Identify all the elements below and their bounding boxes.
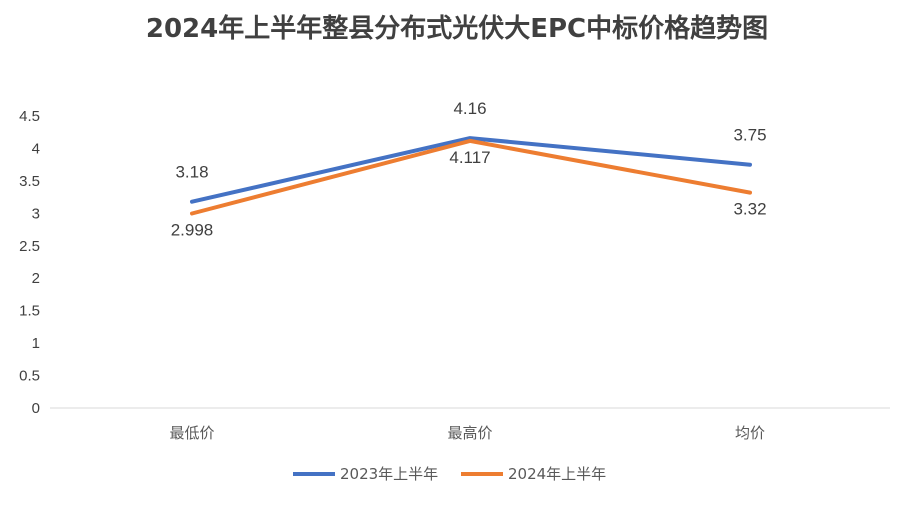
data-labels: 3.18 4.16 3.75 2.998 4.117 3.32 (171, 99, 767, 239)
data-label-series-0-0: 3.18 (175, 163, 208, 182)
x-category-label-0: 最低价 (169, 424, 214, 442)
y-tick-label-3: 1.5 (19, 303, 40, 320)
legend: 2023年上半年 2024年上半年 (293, 465, 606, 483)
data-label-series-0-2: 3.75 (733, 126, 766, 145)
data-label-series-0-1: 4.16 (453, 99, 486, 118)
y-tick-label-0: 0 (32, 400, 40, 417)
legend-label-1: 2024年上半年 (508, 465, 606, 483)
data-label-series-1-1: 4.117 (449, 148, 490, 167)
y-tick-label-7: 3.5 (19, 173, 40, 190)
x-axis-categories: 最低价 最高价 均价 (169, 424, 765, 442)
y-tick-label-8: 4 (32, 140, 40, 157)
y-axis-ticks: 0 0.5 1 1.5 2 2.5 3 3.5 4 4.5 (19, 108, 40, 417)
x-category-label-2: 均价 (735, 424, 765, 442)
data-label-series-1-2: 3.32 (733, 200, 766, 219)
y-tick-label-4: 2 (32, 270, 40, 287)
data-label-series-1-0: 2.998 (171, 220, 214, 239)
series-lines (190, 136, 752, 216)
y-tick-label-5: 2.5 (19, 238, 40, 255)
y-tick-label-6: 3 (32, 205, 40, 222)
y-tick-label-9: 4.5 (19, 108, 40, 125)
y-tick-label-1: 0.5 (19, 368, 40, 385)
x-category-label-1: 最高价 (447, 424, 492, 442)
chart-title: 2024年上半年整县分布式光伏大EPC中标价格趋势图 (145, 14, 769, 44)
legend-label-0: 2023年上半年 (340, 465, 438, 483)
y-tick-label-2: 1 (32, 335, 40, 352)
